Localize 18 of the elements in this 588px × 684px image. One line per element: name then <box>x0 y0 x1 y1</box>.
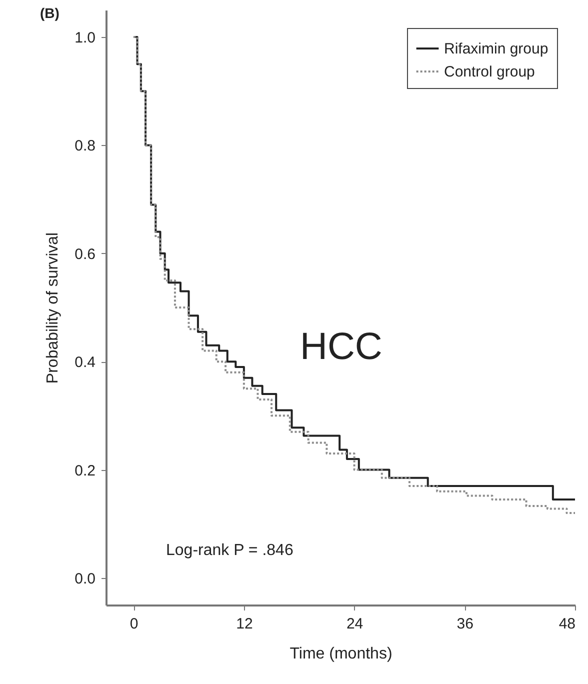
x-tick-label: 24 <box>346 616 364 632</box>
y-tick-label: 0.6 <box>74 246 96 263</box>
annotation: HCC <box>300 326 382 368</box>
legend-label: Rifaximin group <box>444 40 548 58</box>
y-axis-title: Probability of survival <box>44 232 62 384</box>
y-tick-label: 0.0 <box>74 570 96 588</box>
y-tick-label: 1.0 <box>74 30 96 47</box>
x-tick-label: 0 <box>130 616 138 632</box>
annotation: Log-rank P = .846 <box>166 542 294 559</box>
y-tick-label: 0.4 <box>74 354 96 372</box>
x-axis-title: Time (months) <box>290 646 392 662</box>
x-tick-label: 36 <box>456 616 474 632</box>
x-tick-label: 12 <box>236 616 253 632</box>
y-tick-label: 0.2 <box>74 462 96 480</box>
legend-label: Control group <box>444 64 535 80</box>
text: (B) <box>40 5 60 21</box>
y-tick-label: 0.8 <box>74 138 96 155</box>
x-tick-label: 48 <box>558 616 576 632</box>
